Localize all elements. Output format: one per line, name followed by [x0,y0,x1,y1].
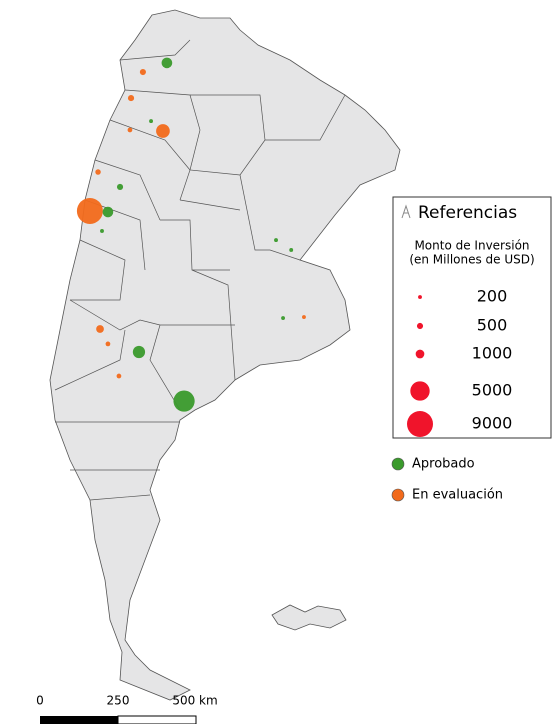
legend-box: Referencias Monto de Inversión (en Millo… [392,196,552,439]
size-legend-mark [415,349,425,359]
size-legend-mark [418,295,422,299]
size-legend-label: 1000 [472,344,513,363]
scale-segment [40,716,118,724]
investment-point [127,127,133,133]
falklands [271,604,347,631]
investment-point [281,316,285,320]
size-legend-mark [407,411,433,437]
investment-point [102,206,114,218]
size-legend-mark [410,381,430,401]
investment-point [274,238,278,243]
legend-title: Referencias [418,203,517,223]
investment-point [161,57,173,69]
legend-frame [392,196,552,439]
status-legend-label: En evaluación [412,488,503,503]
investment-point [173,390,195,412]
north-arrow-icon [401,204,411,219]
status-legend-mark [391,457,405,471]
status-legend-mark [391,488,405,502]
scale-label: 500 km [172,694,217,708]
investment-point [132,345,146,359]
points [76,57,306,412]
size-legend-label: 500 [477,316,508,335]
scale-segment [117,715,197,724]
status-legend-label: Aprobado [412,457,475,472]
investment-point [127,95,135,102]
investment-point [96,325,104,333]
scale-label: 250 [107,694,130,708]
size-legend-label: 9000 [472,414,513,433]
investment-point [289,248,294,252]
country [49,9,401,701]
investment-point [95,169,101,175]
scale-bar: 0 250 500 km [36,694,218,724]
investment-point [149,119,153,124]
investment-point [100,229,104,233]
investment-point [156,124,170,138]
legend-subtitle: Monto de Inversión [414,239,529,253]
investment-point [105,341,111,347]
investment-point [139,68,146,76]
size-legend-mark [416,322,424,330]
size-legend-label: 200 [477,287,508,306]
investment-point [302,315,306,319]
argentina-outline [49,9,401,701]
province-borders [54,39,346,501]
scale-label: 0 [36,694,44,708]
investment-point [76,197,103,224]
size-legend-label: 5000 [472,381,513,400]
legend-subtitle: (en Millones de USD) [409,253,534,267]
investment-point [116,183,124,191]
investment-point [116,373,122,379]
